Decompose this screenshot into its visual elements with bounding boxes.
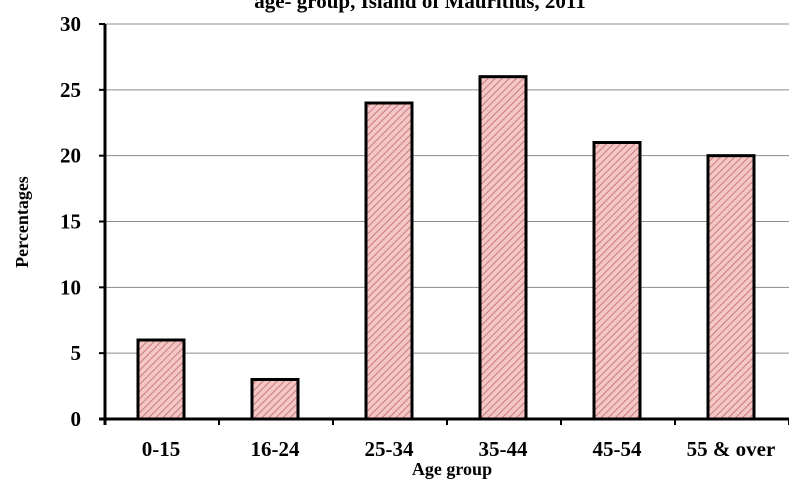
bar-45-54 [592,141,642,421]
y-tick-label: 25 [60,78,81,102]
y-axis-ticks: 0 5 10 15 20 25 30 [60,12,105,431]
x-axis-ticks: 0-15 16-24 25-34 35-44 45-54 55 & over [104,419,789,461]
x-tick-label: 35-44 [479,437,528,461]
bar-55-over [706,154,756,421]
y-tick-label: 20 [60,144,81,168]
x-tick-label: 55 & over [687,437,776,461]
x-tick-label: 25-34 [365,437,414,461]
bar-16-24 [250,378,300,421]
x-tick-label: 0-15 [142,437,181,461]
y-tick-label: 15 [60,210,81,234]
axes [99,24,789,425]
y-tick-label: 30 [60,12,81,36]
bar-0-15 [136,338,186,421]
gridlines [105,23,789,354]
y-tick-label: 10 [60,275,81,299]
y-tick-label: 5 [71,341,82,365]
x-tick-label: 16-24 [251,437,300,461]
bar-35-44 [478,75,528,421]
bars [136,75,756,421]
chart-title: age- group, Island of Mauritius, 2011 [254,0,586,13]
bar-25-34 [364,101,414,421]
x-axis-title: Age group [412,459,492,479]
y-tick-label: 0 [71,407,82,431]
y-axis-title: Percentages [12,176,32,268]
x-tick-label: 45-54 [593,437,642,461]
